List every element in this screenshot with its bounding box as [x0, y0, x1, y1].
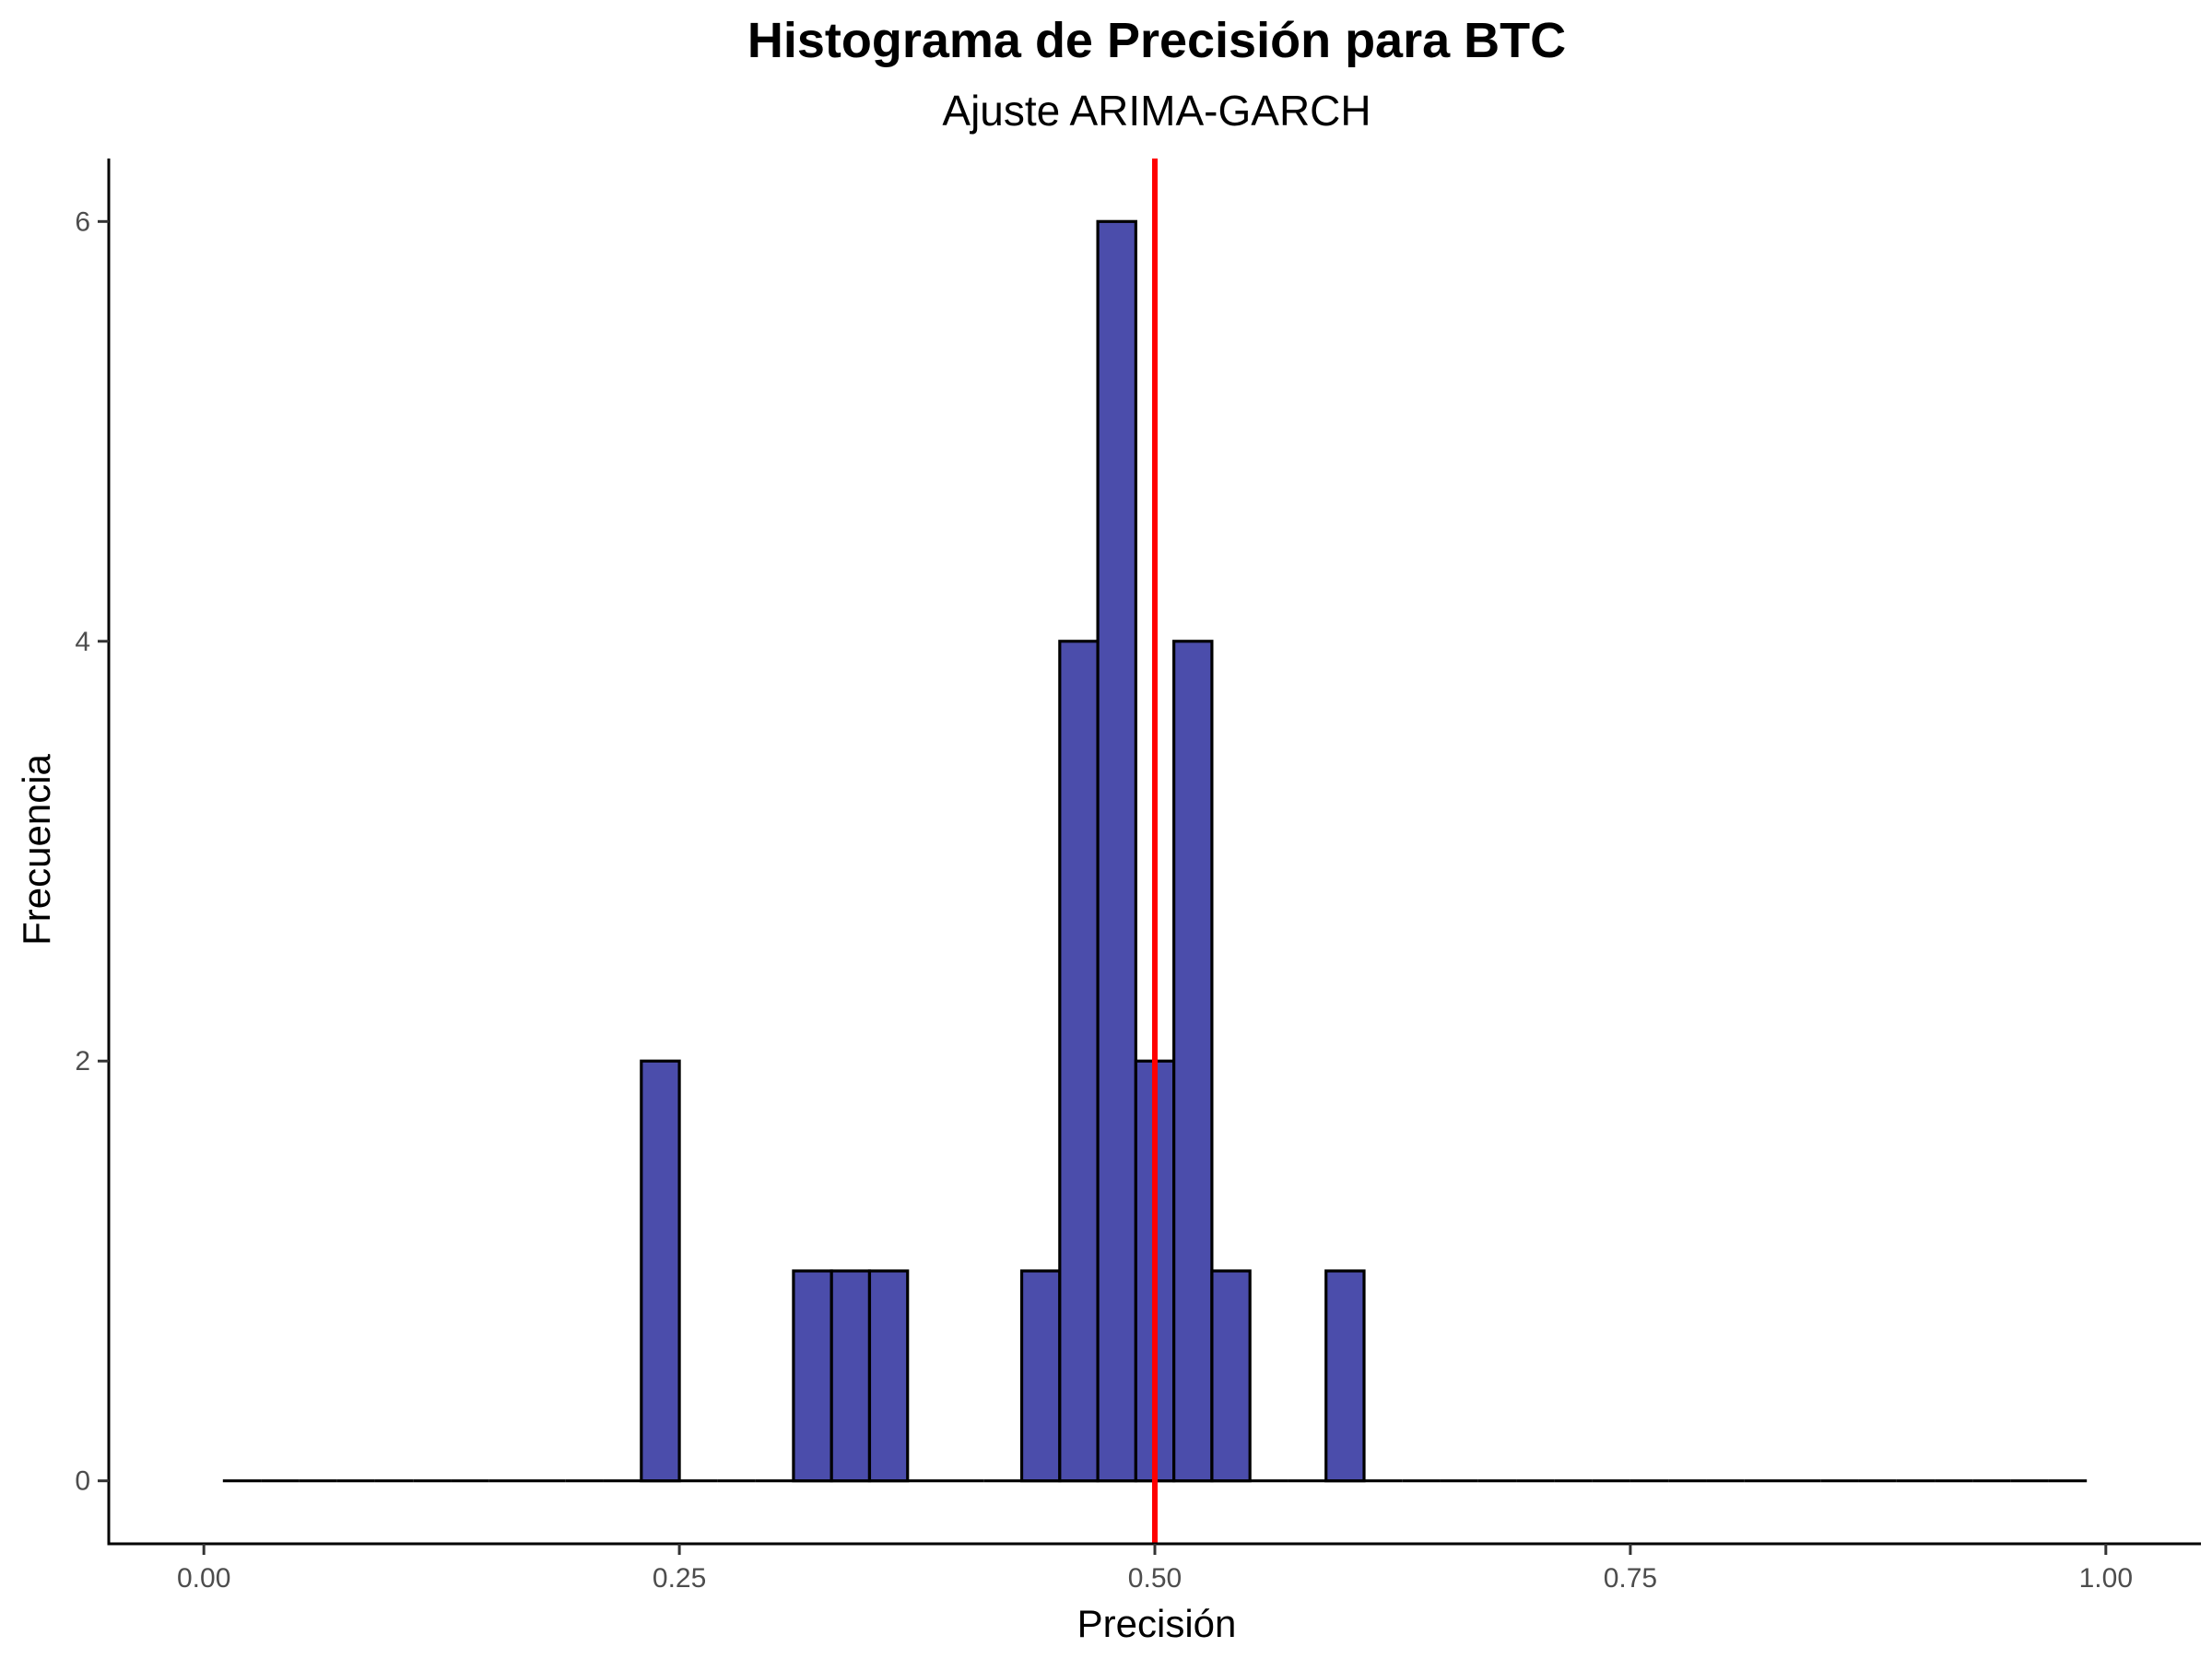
y-tick-label: 0	[75, 1466, 90, 1497]
x-tick-label: 0.00	[177, 1563, 230, 1594]
x-axis-label: Precisión	[1077, 1602, 1237, 1645]
y-tick-label: 4	[75, 627, 90, 657]
histogram-bar-7	[1096, 219, 1137, 1483]
x-tick-label: 0.75	[1604, 1563, 1657, 1594]
histogram-bar-3	[830, 1269, 872, 1483]
y-tick-label: 2	[75, 1046, 90, 1077]
histogram-bar-6	[1058, 640, 1100, 1483]
plot-area: 0.00 0.25 0.50 0.75 1.00 0 2 4 6	[75, 159, 2201, 1594]
y-tick-label: 6	[75, 206, 90, 237]
chart-title: Histograma de Precisión para BTC	[747, 13, 1566, 68]
histogram-bar-4	[867, 1269, 910, 1483]
histogram-bar-5	[1019, 1269, 1062, 1483]
histogram-bar-2	[792, 1269, 833, 1483]
x-tick-label: 0.50	[1128, 1563, 1182, 1594]
histogram-bar-10	[1210, 1269, 1252, 1483]
histogram-bar-9	[1172, 640, 1214, 1483]
x-tick-label: 1.00	[2079, 1563, 2133, 1594]
y-axis-label: Frecuencia	[15, 753, 58, 945]
histogram-bar-1	[640, 1059, 681, 1483]
x-tick-label: 0.25	[653, 1563, 706, 1594]
histogram-bar-11	[1324, 1269, 1366, 1483]
chart-subtitle: Ajuste ARIMA-GARCH	[942, 87, 1371, 135]
